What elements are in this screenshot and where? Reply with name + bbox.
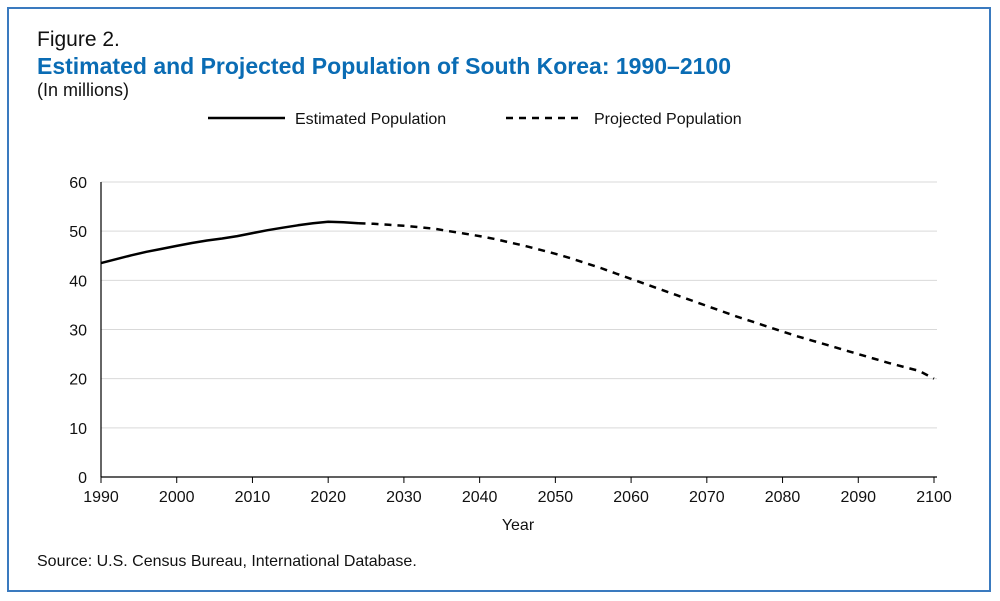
x-tick-label-2060: 2060 (613, 489, 649, 506)
legend: Estimated Population Projected Populatio… (208, 111, 742, 128)
figure-label: Figure 2. (37, 28, 120, 51)
y-tick-label-40: 40 (69, 273, 87, 290)
x-tick-label-2070: 2070 (689, 489, 725, 506)
x-axis-title: Year (502, 517, 535, 534)
x-tick-label-2050: 2050 (538, 489, 574, 506)
figure-frame (7, 7, 991, 592)
x-tick-label-2010: 2010 (235, 489, 271, 506)
legend-label-estimated: Estimated Population (295, 111, 446, 128)
x-tick-label-2080: 2080 (765, 489, 801, 506)
legend-label-projected: Projected Population (594, 111, 742, 128)
y-tick-label-20: 20 (69, 372, 87, 389)
series-line-projected-population (358, 222, 935, 380)
x-tick-label-1990: 1990 (83, 489, 119, 506)
chart-title: Estimated and Projected Population of So… (37, 53, 732, 79)
x-tick-label-2090: 2090 (840, 489, 876, 506)
x-tick-label-2100: 2100 (916, 489, 952, 506)
series-line-estimated-population (100, 220, 359, 265)
chart-subtitle: (In millions) (37, 80, 130, 100)
y-tick-label-0: 0 (78, 470, 87, 487)
y-tick-label-30: 30 (69, 323, 87, 340)
x-tick-label-2040: 2040 (462, 489, 498, 506)
y-tick-label-50: 50 (69, 224, 87, 241)
x-tick-label-2020: 2020 (310, 489, 346, 506)
y-tick-label-10: 10 (69, 421, 87, 438)
x-tick-label-2000: 2000 (159, 489, 195, 506)
y-tick-label-60: 60 (69, 175, 87, 192)
source-note: Source: U.S. Census Bureau, Internationa… (37, 553, 417, 570)
x-tick-label-2030: 2030 (386, 489, 422, 506)
